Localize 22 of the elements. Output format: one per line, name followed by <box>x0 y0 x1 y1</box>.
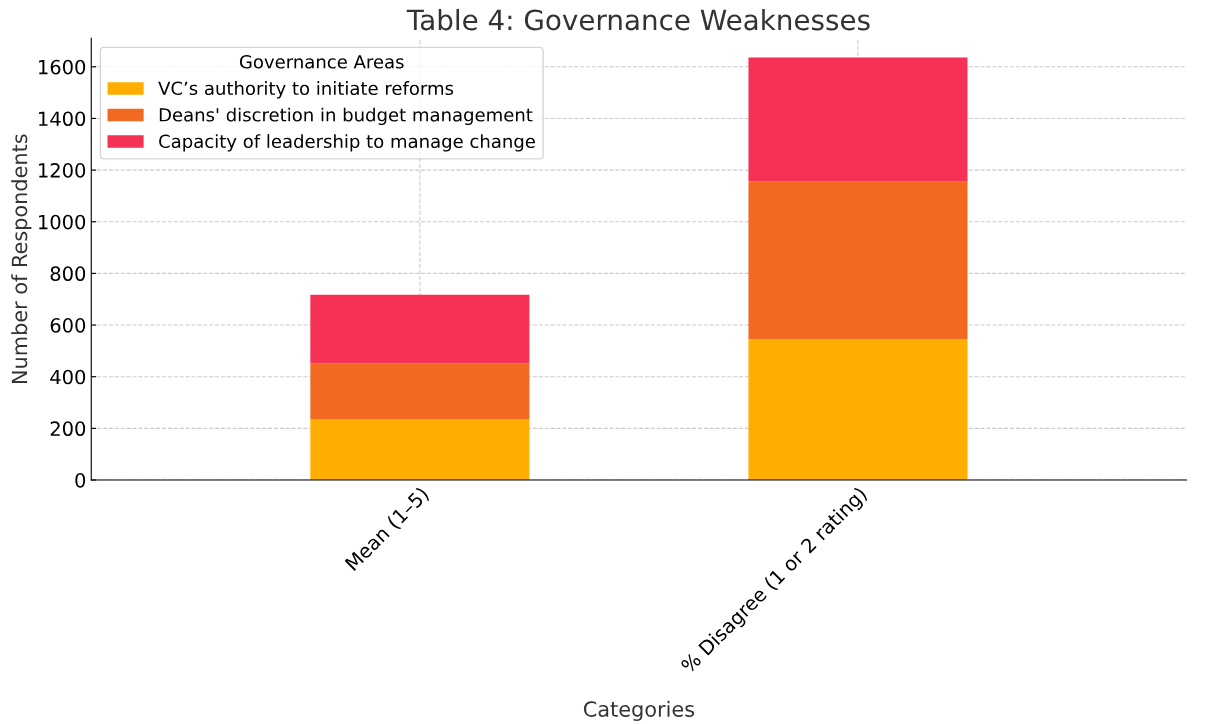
chart-title: Table 4: Governance Weaknesses <box>406 8 870 31</box>
legend-label: Deans' discretion in budget management <box>159 107 533 126</box>
bar <box>748 339 968 481</box>
legend-label: VC’s authority to initiate reforms <box>158 81 454 99</box>
y-tick-label: 1200 <box>39 163 86 178</box>
y-tick-label: 1600 <box>39 59 86 75</box>
legend-title: Governance Areas <box>239 54 404 69</box>
y-tick-label: 200 <box>50 421 86 437</box>
y-tick-label: 1000 <box>39 214 86 230</box>
bar <box>310 363 530 420</box>
bar <box>748 181 968 340</box>
legend-label: Capacity of leadership to manage change <box>159 134 535 152</box>
y-tick-label: 1400 <box>39 111 86 127</box>
bar <box>748 57 968 182</box>
bar <box>310 294 530 364</box>
bar <box>310 419 530 481</box>
y-tick-label: 800 <box>50 266 86 282</box>
y-tick-label: 600 <box>50 318 86 333</box>
x-axis-title: Categories <box>583 700 695 721</box>
y-tick-label: 400 <box>50 369 86 385</box>
y-tick-label: 0 <box>75 472 86 488</box>
y-axis-title: Number of Respondents <box>11 134 32 383</box>
